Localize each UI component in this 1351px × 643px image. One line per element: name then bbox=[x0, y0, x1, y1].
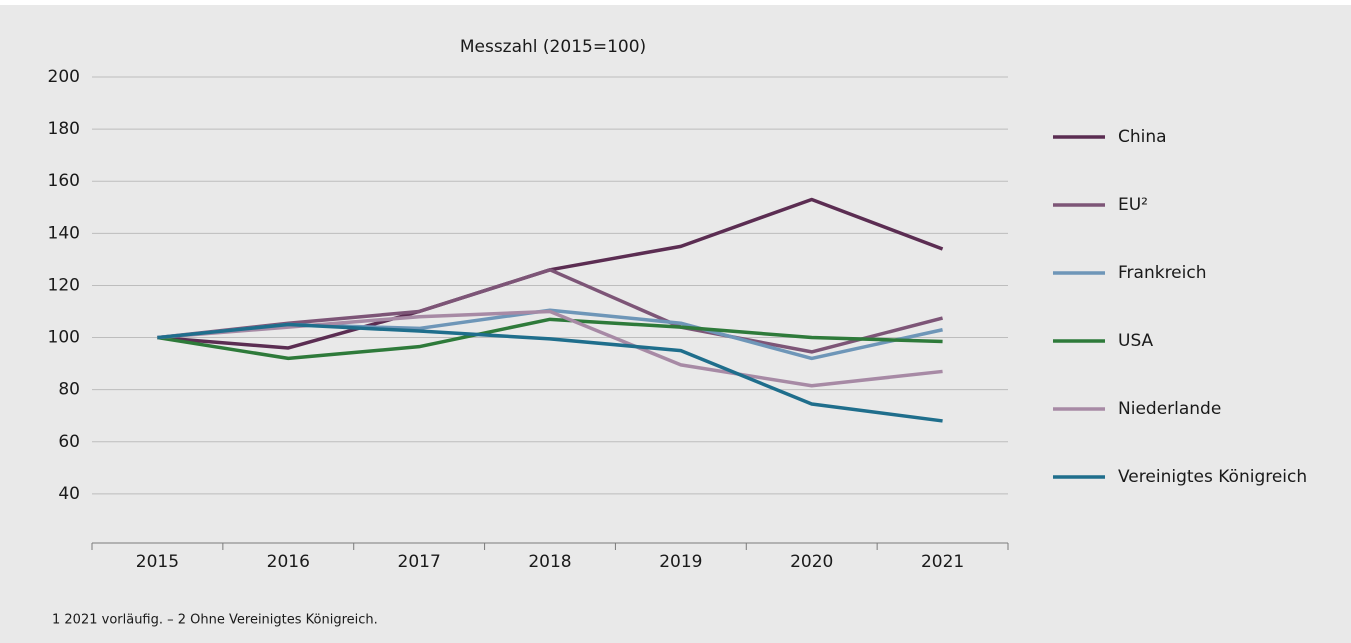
y-tick-label: 80 bbox=[58, 380, 80, 400]
y-tick-label: 140 bbox=[48, 223, 80, 243]
y-tick-label: 100 bbox=[48, 328, 80, 348]
y-tick-label: 160 bbox=[48, 171, 80, 191]
legend-label: China bbox=[1118, 127, 1167, 147]
series-line bbox=[157, 309, 943, 388]
y-tick-label: 40 bbox=[58, 484, 80, 504]
chart-title: Messzahl (2015=100) bbox=[460, 37, 646, 57]
footnote: 1 2021 vorläufig. – 2 Ohne Vereinigtes K… bbox=[52, 613, 378, 628]
x-tick-label: 2020 bbox=[790, 552, 833, 572]
y-tick-label: 200 bbox=[48, 67, 80, 87]
legend-label: Niederlande bbox=[1118, 399, 1221, 419]
y-tick-label: 60 bbox=[58, 432, 80, 452]
legend-label: Vereinigtes Königreich bbox=[1118, 467, 1307, 487]
x-tick-label: 2017 bbox=[398, 552, 441, 572]
x-tick-label: 2015 bbox=[136, 552, 179, 572]
legend-label: EU² bbox=[1118, 195, 1148, 215]
x-tick-label: 2019 bbox=[659, 552, 702, 572]
series-line bbox=[157, 322, 943, 423]
x-tick-label: 2016 bbox=[267, 552, 310, 572]
legend-label: Frankreich bbox=[1118, 263, 1207, 283]
legend-label: USA bbox=[1118, 331, 1154, 351]
x-tick-label: 2021 bbox=[921, 552, 964, 572]
y-tick-label: 120 bbox=[48, 275, 80, 295]
series-line bbox=[157, 317, 943, 361]
y-tick-label: 180 bbox=[48, 119, 80, 139]
x-tick-label: 2018 bbox=[528, 552, 571, 572]
